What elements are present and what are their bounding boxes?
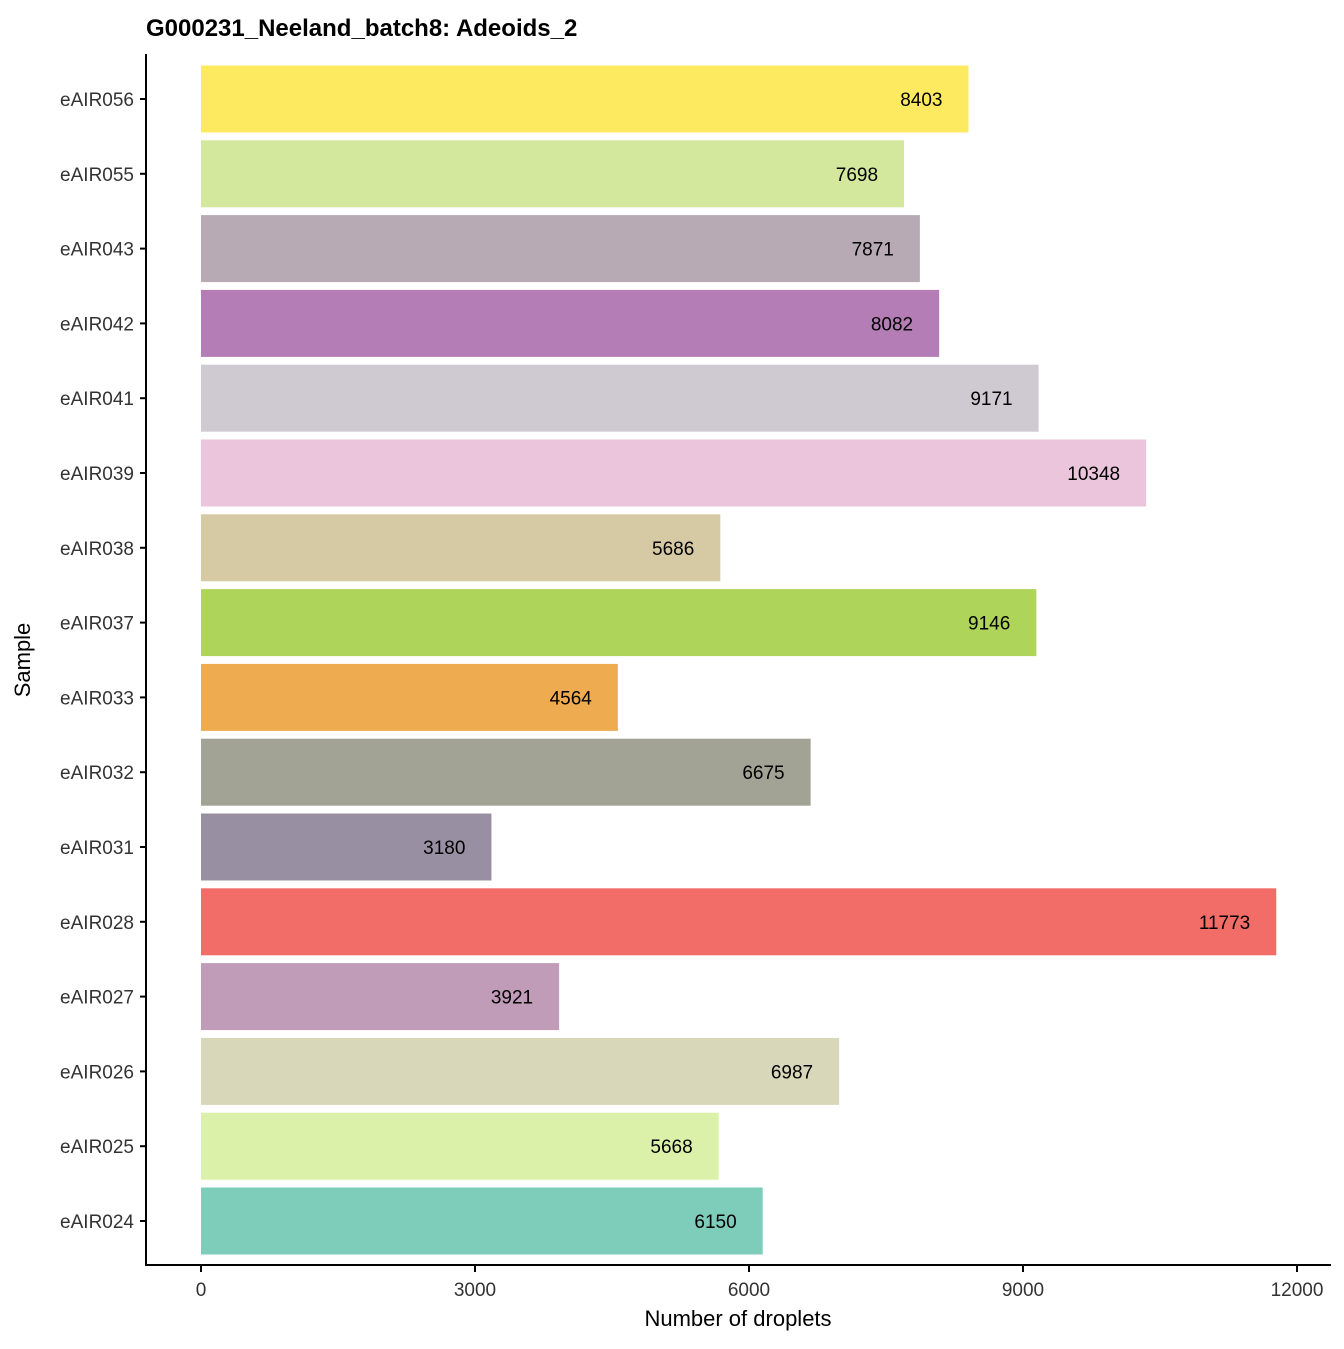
- x-axis-label: Number of droplets: [644, 1306, 831, 1331]
- value-label-eAIR041: 9171: [970, 389, 1012, 410]
- bar-eAIR028: [201, 888, 1277, 956]
- y-tick-label-eAIR025: eAIR025: [60, 1137, 134, 1158]
- bar-eAIR024: [201, 1187, 763, 1255]
- bar-eAIR037: [201, 589, 1037, 657]
- value-label-eAIR039: 10348: [1067, 464, 1120, 485]
- value-label-eAIR042: 8082: [871, 314, 913, 335]
- value-label-eAIR024: 6150: [694, 1212, 736, 1233]
- y-tick-label-eAIR043: eAIR043: [60, 240, 134, 261]
- bar-eAIR042: [201, 289, 940, 357]
- x-tick-label: 6000: [728, 1280, 770, 1301]
- y-tick-label-eAIR032: eAIR032: [60, 763, 134, 784]
- y-axis-label: Sample: [10, 623, 35, 698]
- y-tick-label-eAIR038: eAIR038: [60, 539, 134, 560]
- y-tick-label-eAIR033: eAIR033: [60, 688, 134, 709]
- y-tick-label-eAIR031: eAIR031: [60, 838, 134, 859]
- x-tick-label: 9000: [1002, 1280, 1044, 1301]
- y-tick-label-eAIR042: eAIR042: [60, 314, 134, 335]
- bar-eAIR027: [201, 963, 560, 1031]
- y-tick-label-eAIR055: eAIR055: [60, 165, 134, 186]
- value-label-eAIR026: 6987: [771, 1062, 813, 1083]
- bar-eAIR043: [201, 215, 920, 283]
- value-label-eAIR028: 11773: [1199, 913, 1250, 934]
- bar-eAIR026: [201, 1037, 840, 1105]
- y-tick-label-eAIR026: eAIR026: [60, 1062, 134, 1083]
- bar-eAIR033: [201, 663, 618, 731]
- bar-eAIR055: [201, 140, 905, 208]
- value-label-eAIR056: 8403: [900, 90, 942, 111]
- chart-title: G000231_Neeland_batch8: Adeoids_2: [146, 15, 577, 42]
- value-label-eAIR027: 3921: [491, 988, 533, 1009]
- y-tick-label-eAIR027: eAIR027: [60, 988, 134, 1009]
- value-label-eAIR032: 6675: [742, 763, 784, 784]
- value-label-eAIR055: 7698: [836, 165, 878, 186]
- x-tick-label: 0: [196, 1280, 207, 1301]
- x-tick-label: 12000: [1271, 1280, 1324, 1301]
- value-label-eAIR025: 5668: [650, 1137, 692, 1158]
- value-label-eAIR038: 5686: [652, 539, 694, 560]
- value-label-eAIR043: 7871: [852, 240, 894, 261]
- bar-eAIR038: [201, 514, 721, 582]
- x-tick-label: 3000: [454, 1280, 496, 1301]
- y-tick-label-eAIR037: eAIR037: [60, 614, 134, 635]
- y-tick-label-eAIR024: eAIR024: [60, 1212, 134, 1233]
- bar-eAIR039: [201, 439, 1147, 507]
- bar-eAIR056: [201, 65, 969, 133]
- y-tick-label-eAIR039: eAIR039: [60, 464, 134, 485]
- y-tick-label-eAIR028: eAIR028: [60, 913, 134, 934]
- y-tick-label-eAIR056: eAIR056: [60, 90, 134, 111]
- y-tick-label-eAIR041: eAIR041: [60, 389, 134, 410]
- bar-eAIR025: [201, 1112, 719, 1180]
- value-label-eAIR031: 3180: [423, 838, 465, 859]
- bar-eAIR032: [201, 738, 811, 806]
- value-label-eAIR033: 4564: [550, 688, 593, 709]
- bar-eAIR031: [201, 813, 492, 881]
- value-label-eAIR037: 9146: [968, 614, 1010, 635]
- bar-eAIR041: [201, 364, 1039, 432]
